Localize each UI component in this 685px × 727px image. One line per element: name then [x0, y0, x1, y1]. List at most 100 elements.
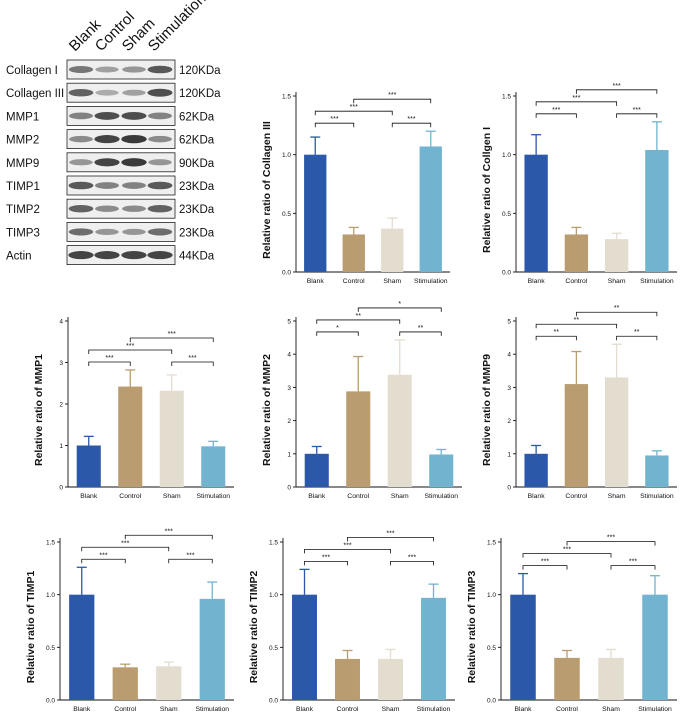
- x-tick-label-blank: Blank: [514, 706, 532, 713]
- protein-label-mmp9: MMP9: [6, 158, 39, 170]
- blot-band: [148, 135, 172, 143]
- significance-label: **: [356, 313, 362, 320]
- x-tick-label-blank: Blank: [308, 493, 326, 500]
- x-tick-label-control: Control: [565, 278, 587, 285]
- y-tick-label: 2: [287, 418, 291, 425]
- bar-sham: [387, 374, 412, 487]
- blot-band: [95, 89, 119, 96]
- western-blot-panel: Blank Control Sham Stimulation Collagen I 120…: [0, 0, 250, 285]
- blot-band: [68, 228, 94, 236]
- blot-band: [122, 182, 146, 189]
- y-axis-label: Relative ratio of TIMP3: [466, 571, 478, 684]
- x-tick-label-stimulation: Stimulation: [424, 493, 458, 500]
- bar-blank: [69, 594, 95, 700]
- protein-label-timp2: TIMP2: [6, 204, 40, 216]
- significance-label: ***: [188, 355, 196, 362]
- size-label-mmp1: 62KDa: [179, 111, 215, 123]
- collagen-i-chart-svg: Relative ratio of Collgen I 0.0 0.5 1.0 1.5 B…: [481, 83, 677, 285]
- bar-blank: [292, 594, 317, 700]
- protein-label-timp3: TIMP3: [6, 227, 40, 239]
- bar-blank: [304, 154, 327, 272]
- mmp1-chart-svg: Relative ratio of MMP1 0 1 2 3 4 Blank Control S…: [33, 317, 234, 500]
- x-tick-label-stimulation: Stimulation: [414, 278, 448, 285]
- size-label-mmp2: 62KDa: [179, 135, 215, 147]
- bar-sham: [159, 390, 184, 487]
- y-axis-label: Relative ratio of MMP1: [33, 354, 45, 466]
- blot-band: [94, 158, 120, 167]
- collagen-iii-chart: Relative ratio of Collagen III 0.0 0.5 1.0 1…: [258, 72, 458, 294]
- y-tick-label: 0: [507, 485, 511, 492]
- y-tick-label: 3: [507, 385, 511, 392]
- significance-label: *: [336, 325, 339, 332]
- x-tick-label-stimulation: Stimulation: [196, 493, 230, 500]
- y-tick-label: 1.5: [502, 94, 511, 101]
- y-tick-label: 1.0: [502, 152, 511, 159]
- timp2-chart: Relative ratio of TIMP2 0.0 0.5 1.0 1.5 Blank…: [245, 518, 463, 722]
- significance-bracket: [522, 553, 612, 558]
- y-tick-label: 0.5: [487, 645, 496, 652]
- significance-bracket: [535, 101, 618, 106]
- significance-label: **: [418, 325, 424, 332]
- significance-label: ***: [343, 542, 351, 549]
- y-tick-label: 5: [287, 319, 291, 326]
- y-tick-label: 1: [507, 451, 511, 458]
- y-axis-label: Relative ratio of TIMP2: [248, 571, 260, 684]
- bar-stimulation: [642, 594, 668, 700]
- blot-band: [121, 158, 147, 167]
- significance-bracket: [316, 319, 401, 324]
- significance-label: **: [634, 329, 640, 336]
- significance-bracket: [575, 89, 658, 94]
- significance-bracket: [616, 335, 658, 341]
- significance-label: ***: [407, 116, 415, 123]
- x-tick-label-sham: Sham: [383, 278, 401, 285]
- bar-stimulation: [645, 455, 669, 487]
- blot-band: [95, 228, 119, 236]
- significance-label: ***: [186, 552, 194, 559]
- blot-band: [69, 135, 93, 143]
- x-tick-label-blank: Blank: [528, 278, 546, 285]
- significance-bracket: [316, 331, 359, 336]
- size-label-timp2: 23KDa: [179, 204, 215, 216]
- y-tick-label: 2: [59, 402, 63, 409]
- blot-strip-timp2: [66, 198, 176, 219]
- x-tick-label-control: Control: [343, 278, 365, 285]
- bar-sham: [378, 658, 403, 700]
- significance-label: ***: [386, 530, 394, 537]
- significance-bracket: [171, 361, 214, 366]
- significance-bracket: [575, 311, 658, 317]
- mmp2-chart-svg: Relative ratio of MMP2 0 1 2 3 4 5 Blank Control…: [261, 301, 462, 500]
- timp1-chart-svg: Relative ratio of TIMP1 0.0 0.5 1.0 1.5 Blank…: [25, 528, 234, 713]
- size-label-timp1: 23KDa: [179, 181, 215, 193]
- y-tick-label: 0: [287, 485, 291, 492]
- significance-label: ***: [168, 331, 176, 338]
- x-tick-label-sham: Sham: [602, 706, 620, 713]
- mmp9-chart: Relative ratio of MMP9 0 1 2 3 4 5 Blank Control…: [478, 297, 685, 509]
- blot-band: [121, 111, 147, 120]
- x-tick-label-control: Control: [347, 493, 369, 500]
- y-axis-label: Relative ratio of MMP2: [261, 354, 273, 466]
- y-tick-label: 4: [59, 319, 63, 326]
- y-tick-label: 3: [287, 385, 291, 392]
- significance-bracket: [304, 560, 348, 566]
- significance-label: **: [574, 317, 580, 324]
- x-tick-label-control: Control: [114, 706, 136, 713]
- timp2-chart-svg: Relative ratio of TIMP2 0.0 0.5 1.0 1.5 Blank…: [248, 530, 455, 713]
- y-tick-label: 4: [287, 352, 291, 359]
- blot-band: [148, 159, 172, 166]
- y-tick-label: 1: [287, 451, 291, 458]
- blot-band: [68, 66, 94, 73]
- protein-label-collagen-i: Collagen I: [6, 65, 58, 77]
- blot-band: [68, 251, 94, 260]
- size-label-mmp9: 90KDa: [179, 158, 215, 170]
- significance-bracket: [399, 331, 442, 336]
- x-tick-label-blank: Blank: [80, 493, 98, 500]
- y-axis-label: Relative ratio of TIMP1: [25, 571, 37, 684]
- significance-label: *: [398, 301, 401, 308]
- protein-label-mmp1: MMP1: [6, 111, 39, 123]
- y-tick-label: 1.5: [282, 94, 291, 101]
- significance-label: ***: [408, 554, 416, 561]
- blot-band: [94, 111, 120, 120]
- protein-label-timp1: TIMP1: [6, 181, 40, 193]
- x-tick-label-stimulation: Stimulation: [195, 706, 229, 713]
- y-tick-label: 0: [59, 485, 63, 492]
